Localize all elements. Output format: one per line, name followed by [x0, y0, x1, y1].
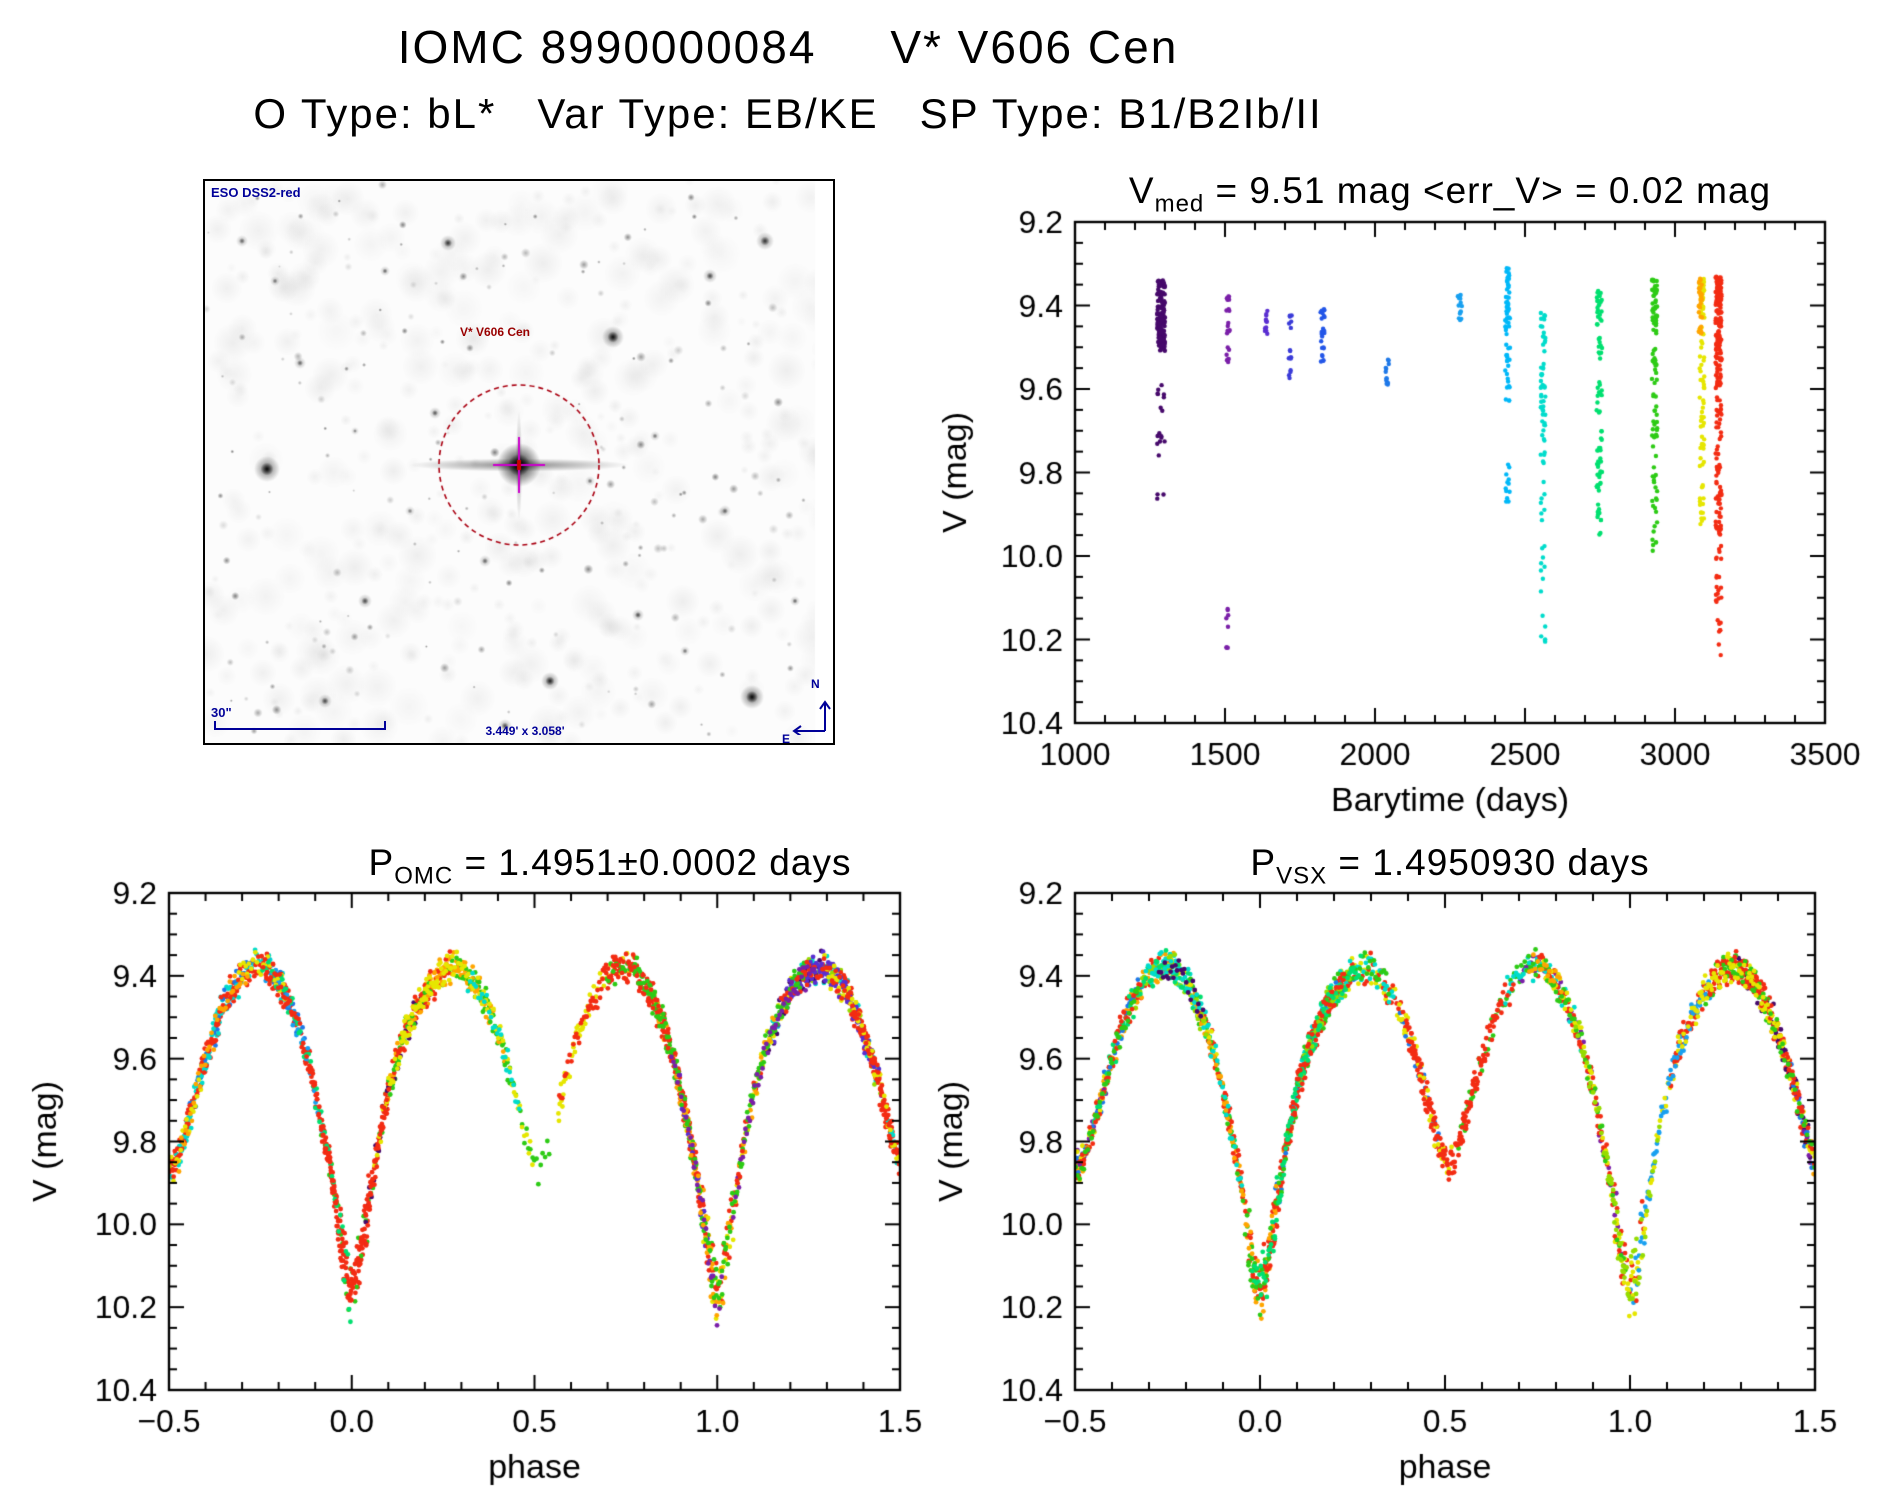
scale-bar-label: 30" [211, 705, 232, 720]
phase-vsx-plot [926, 849, 1866, 1494]
compass-north-label: N [811, 677, 820, 691]
scale-bar [214, 721, 386, 730]
survey-label: ESO DSS2-red [211, 185, 301, 200]
barytime-lightcurve-plot [930, 178, 1880, 828]
dss-image-canvas [205, 181, 833, 743]
field-size-label: 3.449' x 3.058' [485, 724, 565, 738]
page-subtitle: O Type: bL* Var Type: EB/KE SP Type: B1/… [253, 90, 1323, 137]
target-label: V* V606 Cen [459, 325, 531, 339]
finder-chart: ESO DSS2-red V* V606 Cen 30" 3.449' x 3.… [203, 179, 835, 746]
compass-east-label: E [782, 732, 791, 746]
page-title: IOMC 8990000084 V* V606 Cen [397, 21, 1179, 73]
compass-icon [792, 700, 831, 735]
phase-omc-plot [20, 849, 940, 1494]
scale-bar-line [216, 728, 384, 730]
